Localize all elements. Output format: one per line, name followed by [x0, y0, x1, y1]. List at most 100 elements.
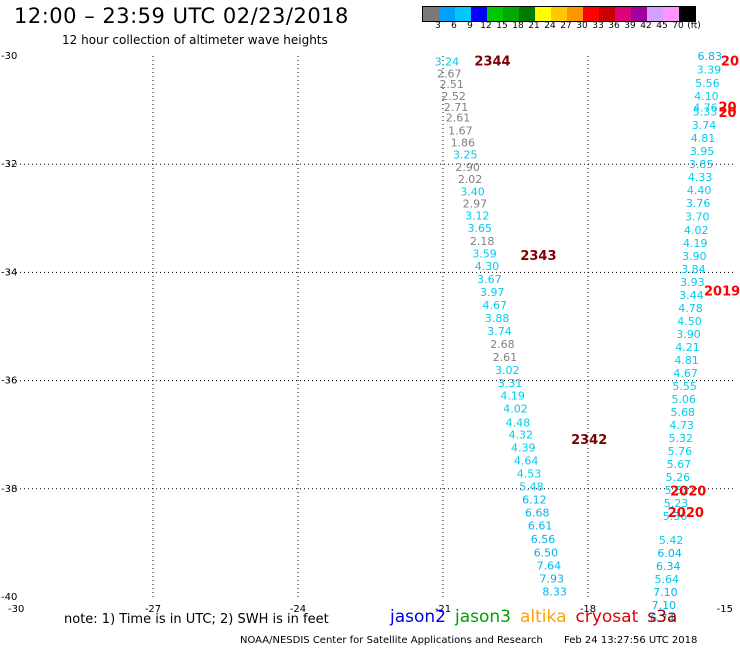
data-point-label: 3.59 [472, 247, 497, 260]
color-scale-label: 21 [528, 21, 540, 31]
data-point-label: 5.52 [665, 484, 690, 497]
footer: NOAA/NESDIS Center for Satellite Applica… [240, 635, 715, 646]
data-point-label: 4.81 [691, 132, 716, 145]
footer-timestamp: Feb 24 13:27:56 UTC 2018 [564, 635, 698, 646]
footer-source: NOAA/NESDIS Center for Satellite Applica… [240, 635, 543, 646]
x-tick-label: -21 [435, 604, 451, 615]
color-scale-label: 45 [656, 21, 668, 31]
color-scale-label: 30 [576, 21, 588, 31]
time-units-note: note: 1) Time is in UTC; 2) SWH is in fe… [64, 612, 329, 627]
color-swatch [487, 7, 503, 21]
data-point-label: 3.31 [498, 377, 523, 390]
color-scale-label: 70 [672, 21, 684, 31]
data-point-label: 2.67 [437, 67, 462, 80]
data-point-label: 6.34 [656, 560, 681, 573]
color-swatch [519, 7, 535, 21]
data-point-label: 4.21 [675, 341, 700, 354]
data-point-label: 5.67 [667, 458, 692, 471]
data-point-label: 3.67 [477, 273, 502, 286]
y-tick-label: -40 [1, 592, 17, 603]
data-point-label: 6.61 [528, 520, 553, 533]
data-point-label: 4.33 [688, 171, 713, 184]
data-point-label: 5.06 [671, 393, 696, 406]
x-tick-label: -24 [290, 604, 306, 615]
data-point-label: 5.36 [663, 510, 688, 523]
data-point-label: 2.90 [455, 161, 480, 174]
data-point-label: 2.71 [444, 101, 469, 114]
data-point-label: 7.10 [653, 586, 678, 599]
color-swatch [567, 7, 583, 21]
data-point-label: 6.50 [534, 547, 559, 560]
data-point-label: 6.74 [650, 612, 675, 625]
color-scale-label: 9 [467, 21, 473, 31]
plot-grid [8, 56, 733, 597]
data-point-label: 4.10 [694, 90, 719, 103]
track-time-label: 20 [721, 54, 739, 69]
data-point-label: 3.74 [692, 119, 717, 132]
track-time-label: 2020 [670, 485, 706, 500]
color-scale-bar [422, 6, 696, 22]
color-scale-label: (ft) [687, 21, 701, 31]
legend-item-cryosat: cryosat [575, 607, 639, 627]
track-time-label: 2342 [571, 433, 607, 448]
color-scale-label: 18 [512, 21, 524, 31]
data-point-label: 4.50 [677, 315, 702, 328]
data-point-label: 3.25 [453, 148, 478, 161]
data-point-label: 4.81 [674, 354, 699, 367]
color-scale-label: 12 [480, 21, 492, 31]
data-point-label: 3.74 [487, 325, 512, 338]
data-point-label: 4.39 [511, 442, 536, 455]
data-point-label: 3.24 [435, 55, 460, 68]
data-point-label: 3.12 [465, 210, 490, 223]
x-tick-label: -18 [580, 604, 596, 615]
legend-item-jason3: jason3 [455, 607, 511, 627]
data-point-label: 6.56 [531, 533, 556, 546]
data-point-label: 2.02 [458, 173, 483, 186]
data-point-label: 4.67 [673, 367, 698, 380]
data-point-label: 2.18 [470, 235, 495, 248]
data-point-label: 3.97 [480, 286, 505, 299]
data-point-label: 5.76 [668, 445, 693, 458]
y-tick-label: -32 [1, 159, 17, 170]
color-swatch [471, 7, 487, 21]
data-point-label: 4.48 [506, 416, 531, 429]
data-point-label: 6.68 [525, 507, 550, 520]
data-point-label: 5.55 [672, 380, 697, 393]
data-point-label: 1.67 [448, 125, 473, 138]
color-swatch [663, 7, 679, 21]
data-point-label: 7.64 [537, 560, 562, 573]
data-point-label: 6.04 [657, 547, 682, 560]
data-point-label: 3.40 [460, 185, 485, 198]
data-point-label: 7.93 [540, 573, 565, 586]
color-swatch [583, 7, 599, 21]
color-swatch [631, 7, 647, 21]
color-scale-label: 6 [451, 21, 457, 31]
chart-title: 12:00 – 23:59 UTC 02/23/2018 [14, 4, 349, 28]
x-tick-label: -27 [145, 604, 161, 615]
data-point-label: 3.39 [697, 64, 722, 77]
data-point-label: 3.44 [679, 289, 704, 302]
color-scale-label: 36 [608, 21, 620, 31]
color-swatch [535, 7, 551, 21]
x-tick-label: -30 [8, 604, 24, 615]
track-time-label: 2343 [520, 249, 556, 264]
data-point-label: 5.48 [519, 481, 544, 494]
y-tick-label: -36 [1, 376, 17, 387]
data-point-label: 4.02 [684, 224, 709, 237]
color-swatch [503, 7, 519, 21]
chart-subtitle: 12 hour collection of altimeter wave hei… [62, 33, 328, 47]
color-scale-label: 33 [592, 21, 604, 31]
track-time-label: 2019 [704, 284, 740, 299]
data-point-label: 2.51 [439, 78, 464, 91]
y-tick-label: -38 [1, 484, 17, 495]
data-point-label: 2.61 [446, 112, 471, 125]
data-point-label: 5.32 [669, 432, 694, 445]
data-point-label: 3.70 [685, 211, 710, 224]
data-point-label: 4.02 [503, 403, 528, 416]
data-point-label: 5.42 [659, 534, 684, 547]
data-point-label: 8.33 [542, 586, 567, 599]
data-point-label: 5.26 [666, 471, 691, 484]
data-point-label: 4.40 [687, 184, 712, 197]
data-point-label: 2.52 [441, 90, 466, 103]
